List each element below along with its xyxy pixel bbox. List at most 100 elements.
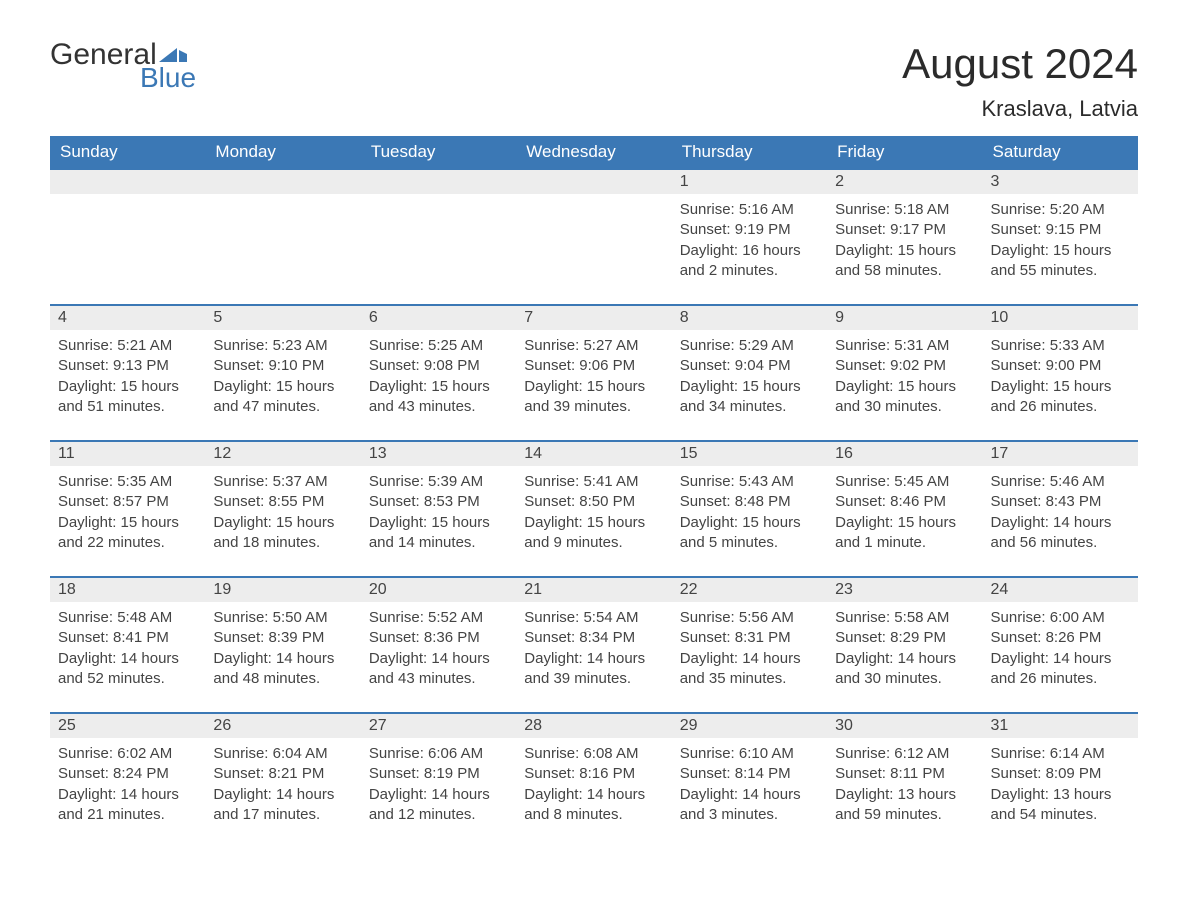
day-number: 11 (50, 440, 205, 466)
calendar-row: 4Sunrise: 5:21 AMSunset: 9:13 PMDaylight… (50, 304, 1138, 440)
calendar-cell: 13Sunrise: 5:39 AMSunset: 8:53 PMDayligh… (361, 440, 516, 576)
day-number: 31 (983, 712, 1138, 738)
calendar-row: 11Sunrise: 5:35 AMSunset: 8:57 PMDayligh… (50, 440, 1138, 576)
day-sunset: Sunset: 8:53 PM (369, 492, 508, 512)
day-body: Sunrise: 5:50 AMSunset: 8:39 PMDaylight:… (205, 602, 360, 695)
calendar-cell: 7Sunrise: 5:27 AMSunset: 9:06 PMDaylight… (516, 304, 671, 440)
day-sunset: Sunset: 9:02 PM (835, 356, 974, 376)
day-daylight2: and 43 minutes. (369, 397, 508, 417)
day-daylight2: and 26 minutes. (991, 397, 1130, 417)
calendar-cell: 17Sunrise: 5:46 AMSunset: 8:43 PMDayligh… (983, 440, 1138, 576)
location-label: Kraslava, Latvia (902, 96, 1138, 122)
day-sunrise: Sunrise: 6:08 AM (524, 744, 663, 764)
day-sunrise: Sunrise: 6:02 AM (58, 744, 197, 764)
day-sunrise: Sunrise: 5:39 AM (369, 472, 508, 492)
calendar-cell: 16Sunrise: 5:45 AMSunset: 8:46 PMDayligh… (827, 440, 982, 576)
day-daylight2: and 5 minutes. (680, 533, 819, 553)
day-sunset: Sunset: 9:15 PM (991, 220, 1130, 240)
day-sunrise: Sunrise: 6:10 AM (680, 744, 819, 764)
day-body: Sunrise: 5:16 AMSunset: 9:19 PMDaylight:… (672, 194, 827, 287)
day-sunset: Sunset: 8:19 PM (369, 764, 508, 784)
day-body: Sunrise: 5:39 AMSunset: 8:53 PMDaylight:… (361, 466, 516, 559)
day-number (50, 168, 205, 194)
day-body: Sunrise: 6:14 AMSunset: 8:09 PMDaylight:… (983, 738, 1138, 831)
calendar-row: 1Sunrise: 5:16 AMSunset: 9:19 PMDaylight… (50, 168, 1138, 304)
day-daylight1: Daylight: 14 hours (524, 785, 663, 805)
day-sunset: Sunset: 8:31 PM (680, 628, 819, 648)
day-daylight1: Daylight: 13 hours (835, 785, 974, 805)
day-daylight1: Daylight: 15 hours (58, 377, 197, 397)
day-sunrise: Sunrise: 5:43 AM (680, 472, 819, 492)
day-daylight2: and 34 minutes. (680, 397, 819, 417)
day-body: Sunrise: 5:29 AMSunset: 9:04 PMDaylight:… (672, 330, 827, 423)
day-sunrise: Sunrise: 5:35 AM (58, 472, 197, 492)
logo-word2: Blue (140, 64, 196, 92)
calendar-row: 18Sunrise: 5:48 AMSunset: 8:41 PMDayligh… (50, 576, 1138, 712)
day-sunset: Sunset: 8:41 PM (58, 628, 197, 648)
day-daylight1: Daylight: 15 hours (680, 377, 819, 397)
day-number: 27 (361, 712, 516, 738)
day-sunset: Sunset: 8:39 PM (213, 628, 352, 648)
day-sunrise: Sunrise: 5:37 AM (213, 472, 352, 492)
day-sunrise: Sunrise: 5:41 AM (524, 472, 663, 492)
day-sunrise: Sunrise: 5:56 AM (680, 608, 819, 628)
day-body: Sunrise: 5:48 AMSunset: 8:41 PMDaylight:… (50, 602, 205, 695)
day-body (205, 194, 360, 206)
day-daylight2: and 14 minutes. (369, 533, 508, 553)
day-sunset: Sunset: 9:17 PM (835, 220, 974, 240)
day-sunset: Sunset: 9:13 PM (58, 356, 197, 376)
day-daylight1: Daylight: 14 hours (369, 649, 508, 669)
day-number (516, 168, 671, 194)
day-daylight1: Daylight: 14 hours (680, 649, 819, 669)
day-sunrise: Sunrise: 5:21 AM (58, 336, 197, 356)
calendar-cell: 23Sunrise: 5:58 AMSunset: 8:29 PMDayligh… (827, 576, 982, 712)
day-number: 22 (672, 576, 827, 602)
calendar-cell (50, 168, 205, 304)
calendar-cell: 30Sunrise: 6:12 AMSunset: 8:11 PMDayligh… (827, 712, 982, 848)
day-daylight1: Daylight: 15 hours (835, 241, 974, 261)
day-sunrise: Sunrise: 5:20 AM (991, 200, 1130, 220)
calendar-cell: 29Sunrise: 6:10 AMSunset: 8:14 PMDayligh… (672, 712, 827, 848)
day-body: Sunrise: 6:04 AMSunset: 8:21 PMDaylight:… (205, 738, 360, 831)
day-sunrise: Sunrise: 6:06 AM (369, 744, 508, 764)
day-sunset: Sunset: 8:09 PM (991, 764, 1130, 784)
day-sunrise: Sunrise: 6:14 AM (991, 744, 1130, 764)
day-body (50, 194, 205, 206)
day-number: 26 (205, 712, 360, 738)
day-daylight2: and 12 minutes. (369, 805, 508, 825)
day-daylight1: Daylight: 15 hours (991, 377, 1130, 397)
day-daylight1: Daylight: 15 hours (369, 513, 508, 533)
day-sunset: Sunset: 8:29 PM (835, 628, 974, 648)
day-sunrise: Sunrise: 5:45 AM (835, 472, 974, 492)
day-number (205, 168, 360, 194)
header: General Blue August 2024 Kraslava, Latvi… (50, 40, 1138, 122)
calendar-cell: 11Sunrise: 5:35 AMSunset: 8:57 PMDayligh… (50, 440, 205, 576)
day-daylight2: and 1 minute. (835, 533, 974, 553)
calendar-cell (361, 168, 516, 304)
title-block: August 2024 Kraslava, Latvia (902, 40, 1138, 122)
day-number: 1 (672, 168, 827, 194)
day-number: 6 (361, 304, 516, 330)
day-number: 10 (983, 304, 1138, 330)
day-number: 19 (205, 576, 360, 602)
day-number: 20 (361, 576, 516, 602)
calendar-cell: 19Sunrise: 5:50 AMSunset: 8:39 PMDayligh… (205, 576, 360, 712)
day-body: Sunrise: 5:58 AMSunset: 8:29 PMDaylight:… (827, 602, 982, 695)
calendar-cell: 8Sunrise: 5:29 AMSunset: 9:04 PMDaylight… (672, 304, 827, 440)
day-body: Sunrise: 6:06 AMSunset: 8:19 PMDaylight:… (361, 738, 516, 831)
day-number: 7 (516, 304, 671, 330)
day-daylight2: and 26 minutes. (991, 669, 1130, 689)
day-daylight2: and 56 minutes. (991, 533, 1130, 553)
day-sunset: Sunset: 8:14 PM (680, 764, 819, 784)
calendar-cell: 22 Sunrise: 5:56 AMSunset: 8:31 PMDayligh… (672, 576, 827, 712)
day-body: Sunrise: 5:45 AMSunset: 8:46 PMDaylight:… (827, 466, 982, 559)
day-body: Sunrise: 6:02 AMSunset: 8:24 PMDaylight:… (50, 738, 205, 831)
day-sunset: Sunset: 8:11 PM (835, 764, 974, 784)
day-daylight1: Daylight: 15 hours (524, 377, 663, 397)
day-body: Sunrise: 5:23 AMSunset: 9:10 PMDaylight:… (205, 330, 360, 423)
calendar-cell: 9Sunrise: 5:31 AMSunset: 9:02 PMDaylight… (827, 304, 982, 440)
day-sunrise: Sunrise: 5:33 AM (991, 336, 1130, 356)
day-sunset: Sunset: 8:43 PM (991, 492, 1130, 512)
day-body: Sunrise: 5:46 AMSunset: 8:43 PMDaylight:… (983, 466, 1138, 559)
day-daylight2: and 21 minutes. (58, 805, 197, 825)
